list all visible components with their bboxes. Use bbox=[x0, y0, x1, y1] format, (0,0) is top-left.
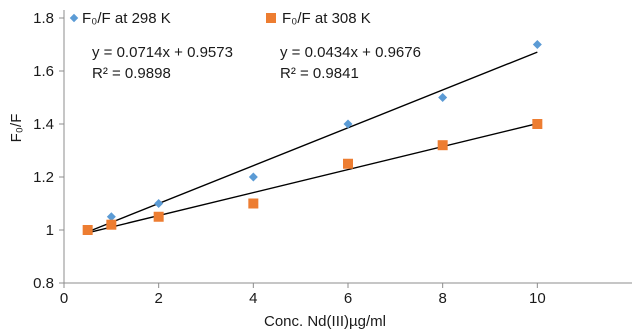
point-308k bbox=[82, 225, 93, 235]
x-axis-ticks: 0 2 4 6 8 10 bbox=[60, 283, 546, 307]
equation-298k: y = 0.0714x + 0.9573 bbox=[92, 44, 233, 61]
x-axis-title: Conc. Nd(III)µg/ml bbox=[264, 313, 386, 330]
trendline-298k bbox=[87, 51, 538, 233]
point-298k bbox=[438, 93, 448, 102]
point-298k bbox=[154, 199, 164, 208]
trendline-equations: y = 0.0714x + 0.9573 R² = 0.9898 y = 0.0… bbox=[92, 44, 421, 82]
legend-label-308k: F₀/F at 308 K bbox=[282, 10, 371, 27]
x-tick-label: 10 bbox=[529, 290, 546, 307]
legend: F₀/F at 298 K F₀/F at 308 K bbox=[69, 10, 371, 27]
y-tick-label: 1.4 bbox=[33, 116, 54, 133]
y-tick-label: 1.2 bbox=[33, 169, 54, 186]
y-axis-ticks: 0.8 1 1.2 1.4 1.6 1.8 bbox=[33, 10, 64, 292]
y-tick-label: 1.6 bbox=[33, 63, 54, 80]
x-tick-label: 6 bbox=[344, 290, 352, 307]
x-tick-label: 0 bbox=[60, 290, 68, 307]
point-298k bbox=[248, 172, 258, 182]
legend-marker-298k bbox=[69, 13, 79, 23]
y-tick-label: 0.8 bbox=[33, 275, 54, 292]
point-308k bbox=[106, 219, 117, 230]
y-axis-title: F₀/F bbox=[8, 114, 25, 143]
legend-label-298k: F₀/F at 298 K bbox=[82, 10, 171, 27]
legend-marker-308k bbox=[266, 13, 276, 23]
data-points bbox=[82, 40, 543, 235]
x-tick-label: 4 bbox=[249, 290, 257, 307]
r-squared-298k: R² = 0.9898 bbox=[92, 65, 171, 82]
point-298k bbox=[532, 40, 542, 49]
equation-308k: y = 0.0434x + 0.9676 bbox=[280, 44, 421, 61]
point-298k bbox=[106, 212, 116, 222]
point-308k bbox=[532, 119, 543, 129]
x-tick-label: 2 bbox=[154, 290, 162, 307]
y-tick-label: 1 bbox=[46, 222, 54, 239]
y-tick-label: 1.8 bbox=[33, 10, 54, 27]
r-squared-308k: R² = 0.9841 bbox=[280, 65, 359, 82]
x-tick-label: 8 bbox=[438, 290, 446, 307]
point-298k bbox=[343, 119, 353, 129]
point-308k bbox=[437, 140, 448, 151]
point-308k bbox=[248, 198, 259, 209]
point-308k bbox=[343, 158, 353, 169]
point-308k bbox=[153, 211, 164, 222]
